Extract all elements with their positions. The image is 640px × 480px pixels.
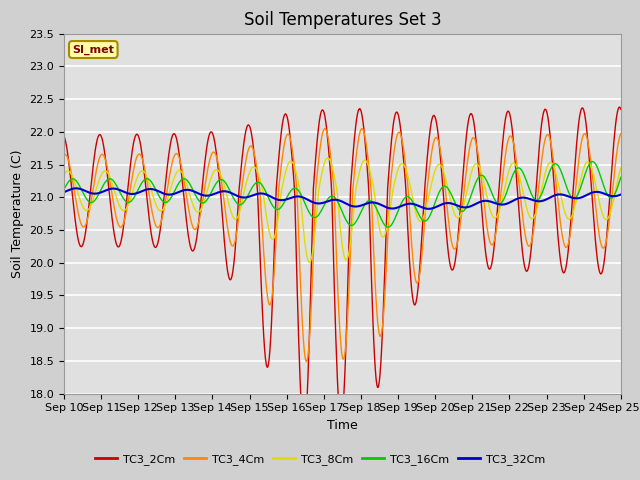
TC3_4Cm xyxy=(428,148,436,154)
TC3_4Cm xyxy=(214,157,221,163)
TC3_16Cm xyxy=(70,176,78,182)
TC3_4Cm xyxy=(127,179,135,185)
TC3_8Cm xyxy=(127,193,135,199)
Line: TC3_32Cm: TC3_32Cm xyxy=(64,188,621,209)
TC3_4Cm xyxy=(303,359,310,365)
TC3_32Cm xyxy=(425,206,433,212)
TC3_32Cm xyxy=(428,205,436,211)
TC3_32Cm xyxy=(128,191,136,197)
TC3_8Cm xyxy=(214,167,221,173)
X-axis label: Time: Time xyxy=(327,419,358,432)
Line: TC3_16Cm: TC3_16Cm xyxy=(64,162,621,227)
TC3_4Cm xyxy=(321,126,329,132)
TC3_32Cm xyxy=(70,186,78,192)
TC3_16Cm xyxy=(127,198,135,204)
TC3_2Cm xyxy=(411,302,419,308)
TC3_8Cm xyxy=(617,165,625,171)
TC3_16Cm xyxy=(184,179,192,184)
TC3_32Cm xyxy=(411,202,419,207)
TC3_16Cm xyxy=(384,224,392,230)
TC3_2Cm xyxy=(617,106,625,112)
TC3_8Cm xyxy=(70,178,78,183)
TC3_8Cm xyxy=(412,209,419,215)
TC3_2Cm xyxy=(214,158,221,164)
TC3_2Cm xyxy=(70,208,78,214)
TC3_4Cm xyxy=(412,277,419,283)
Line: TC3_4Cm: TC3_4Cm xyxy=(64,129,621,362)
TC3_16Cm xyxy=(60,187,68,192)
TC3_16Cm xyxy=(617,174,625,180)
TC3_8Cm xyxy=(428,179,436,185)
TC3_2Cm xyxy=(300,427,308,433)
TC3_16Cm xyxy=(428,210,435,216)
TC3_32Cm xyxy=(214,190,222,195)
TC3_4Cm xyxy=(70,186,78,192)
Line: TC3_8Cm: TC3_8Cm xyxy=(64,158,621,263)
TC3_16Cm xyxy=(411,203,419,209)
Title: Soil Temperatures Set 3: Soil Temperatures Set 3 xyxy=(244,11,441,29)
TC3_4Cm xyxy=(184,202,192,208)
TC3_4Cm xyxy=(60,152,68,158)
Line: TC3_2Cm: TC3_2Cm xyxy=(64,107,621,430)
TC3_32Cm xyxy=(60,189,68,195)
TC3_2Cm xyxy=(184,229,192,235)
TC3_8Cm xyxy=(60,172,68,178)
TC3_2Cm xyxy=(616,104,623,110)
TC3_8Cm xyxy=(184,185,192,191)
Legend: TC3_2Cm, TC3_4Cm, TC3_8Cm, TC3_16Cm, TC3_32Cm: TC3_2Cm, TC3_4Cm, TC3_8Cm, TC3_16Cm, TC3… xyxy=(91,450,549,469)
Text: SI_met: SI_met xyxy=(72,44,114,55)
TC3_16Cm xyxy=(588,159,596,165)
TC3_32Cm xyxy=(185,187,193,193)
TC3_32Cm xyxy=(72,185,80,191)
TC3_8Cm xyxy=(306,260,314,265)
TC3_2Cm xyxy=(127,154,135,160)
TC3_2Cm xyxy=(428,120,435,126)
TC3_2Cm xyxy=(60,133,68,139)
TC3_8Cm xyxy=(324,155,332,161)
TC3_16Cm xyxy=(214,179,221,185)
Y-axis label: Soil Temperature (C): Soil Temperature (C) xyxy=(11,149,24,278)
TC3_32Cm xyxy=(617,192,625,197)
TC3_4Cm xyxy=(617,131,625,137)
